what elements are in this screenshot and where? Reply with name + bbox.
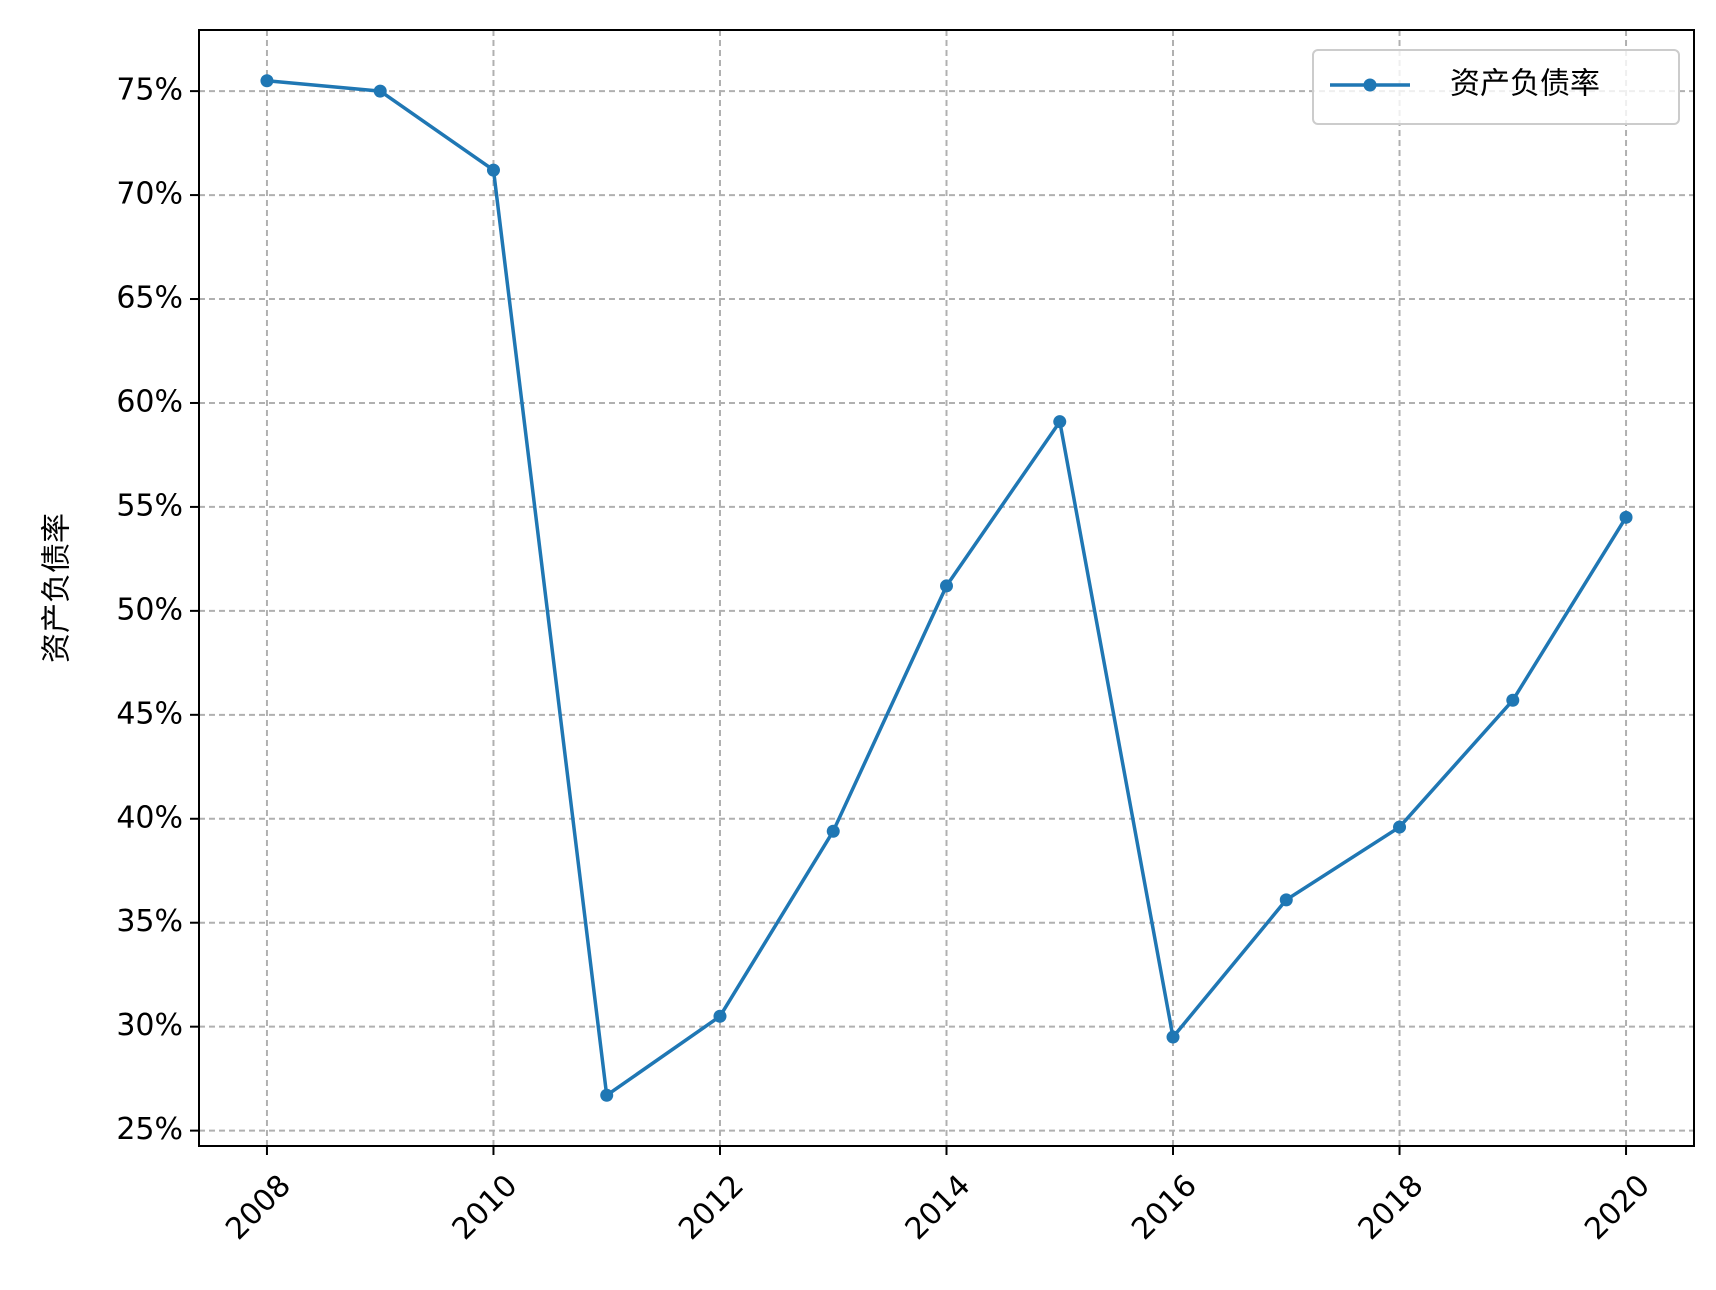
data-point [826,824,840,838]
y-tick-label: 25% [116,1112,183,1147]
data-point [1166,1030,1180,1044]
data-point [373,84,387,98]
data-point [713,1009,727,1023]
y-tick-label: 30% [116,1008,183,1043]
data-point [260,74,274,88]
data-point [1053,415,1067,429]
y-tick-label: 70% [116,177,183,212]
data-point [1393,820,1407,834]
grid [199,30,1694,1146]
data-point [1619,510,1633,524]
y-tick-label: 75% [116,73,183,108]
data-point [940,579,953,593]
legend-box [1312,49,1680,125]
y-tick-label: 50% [116,592,183,627]
data-point [600,1088,614,1102]
legend-label: 资产负债率 [1450,67,1600,102]
data-point [1279,893,1293,907]
legend-marker-swatch [1363,78,1377,92]
y-tick-label: 45% [116,696,183,731]
legend: 资产负债率 [1312,49,1680,125]
y-axis-title: 资产负债率 [40,513,75,663]
y-tick-label: 55% [116,488,183,523]
data-point [486,163,500,177]
series-layer [260,74,1633,1102]
data-point [1506,693,1520,707]
y-tick-label: 60% [116,384,183,419]
y-tick-label: 65% [116,281,183,316]
y-axis: 25% 30% 35% 40% 45% 50% 55% 60% 65% 70% 75% [116,73,199,1147]
y-tick-label: 35% [116,904,183,939]
y-tick-label: 40% [116,800,183,835]
